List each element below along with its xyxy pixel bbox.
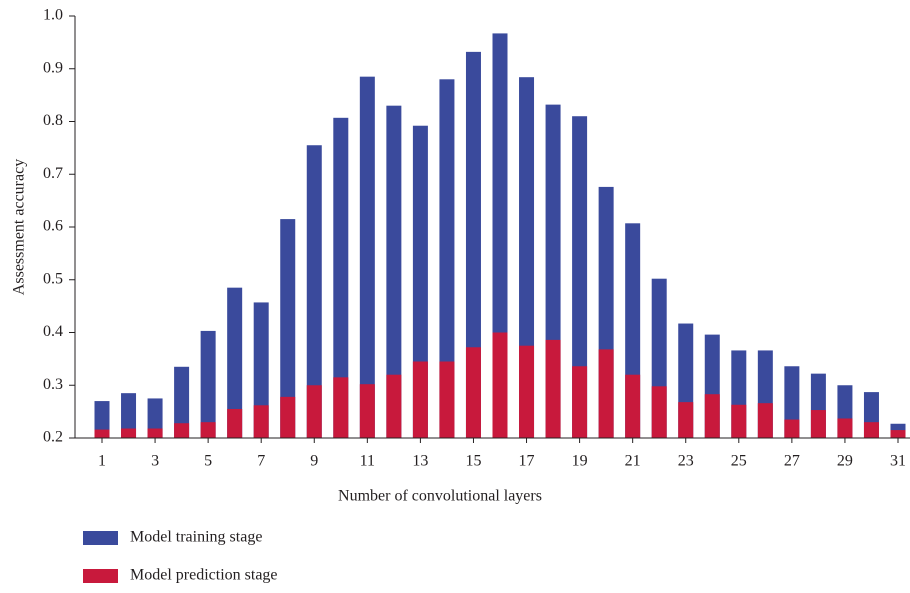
y-tick-label: 0.4 — [43, 323, 63, 340]
legend-label: Model prediction stage — [130, 567, 278, 584]
x-tick-label: 31 — [890, 453, 906, 470]
bar — [757, 403, 773, 438]
bar — [625, 374, 641, 438]
bar — [519, 345, 535, 438]
bar — [598, 349, 614, 438]
bar — [784, 419, 800, 438]
bar — [121, 393, 137, 438]
x-tick-label: 25 — [731, 453, 747, 470]
y-tick-label: 0.2 — [43, 429, 63, 446]
bar — [174, 366, 190, 438]
bar — [227, 287, 243, 438]
bar — [280, 396, 296, 438]
bar — [439, 361, 455, 438]
y-tick-label: 0.8 — [43, 112, 63, 129]
x-tick-label: 23 — [678, 453, 694, 470]
bar — [412, 125, 428, 438]
bar — [253, 302, 269, 438]
bar — [227, 408, 243, 438]
bar — [572, 366, 588, 438]
bar — [306, 145, 322, 439]
bar — [572, 116, 588, 438]
x-tick-label: 19 — [572, 453, 588, 470]
bar — [306, 385, 322, 438]
bar — [890, 430, 906, 438]
y-tick-label: 0.9 — [43, 59, 63, 76]
bar — [412, 361, 428, 438]
bar — [174, 423, 190, 438]
bar — [147, 428, 163, 438]
x-tick-label: 15 — [465, 453, 481, 470]
bar — [704, 394, 720, 438]
x-tick-label: 5 — [204, 453, 212, 470]
x-tick-label: 29 — [837, 453, 853, 470]
bar — [200, 422, 216, 438]
y-tick-label: 0.6 — [43, 218, 63, 235]
bar — [545, 339, 561, 438]
y-tick-label: 0.3 — [43, 376, 63, 393]
x-tick-label: 1 — [98, 453, 106, 470]
bar — [359, 384, 375, 438]
bar — [863, 422, 879, 438]
y-tick-label: 0.7 — [43, 165, 63, 182]
bar — [465, 347, 481, 438]
bar — [810, 410, 826, 438]
bar — [678, 402, 694, 438]
bar — [492, 332, 508, 438]
y-axis-label: Assessment accuracy — [11, 159, 28, 295]
bar — [386, 374, 402, 438]
x-tick-label: 7 — [257, 453, 265, 470]
legend-swatch — [83, 569, 118, 583]
x-tick-label: 13 — [412, 453, 428, 470]
legend-swatch — [83, 531, 118, 545]
bar — [731, 404, 747, 438]
bar — [837, 418, 853, 438]
x-tick-label: 27 — [784, 453, 800, 470]
x-tick-label: 9 — [310, 453, 318, 470]
bar — [359, 76, 375, 438]
bar — [280, 219, 296, 438]
bar — [333, 377, 349, 438]
bar — [465, 51, 481, 439]
y-tick-label: 1.0 — [43, 7, 63, 24]
x-tick-label: 17 — [519, 453, 535, 470]
bar — [121, 428, 137, 438]
bar — [147, 398, 163, 438]
bar — [94, 429, 110, 438]
bar — [651, 386, 667, 438]
bar — [94, 401, 110, 438]
bar — [200, 330, 216, 438]
bar — [333, 117, 349, 439]
x-axis-label: Number of convolutional layers — [338, 488, 542, 505]
bar — [386, 105, 402, 439]
x-tick-label: 3 — [151, 453, 159, 470]
bar — [439, 79, 455, 439]
legend-label: Model training stage — [130, 529, 262, 546]
x-tick-label: 21 — [625, 453, 641, 470]
x-tick-label: 11 — [360, 453, 375, 470]
y-tick-label: 0.5 — [43, 270, 63, 287]
bar — [253, 405, 269, 438]
